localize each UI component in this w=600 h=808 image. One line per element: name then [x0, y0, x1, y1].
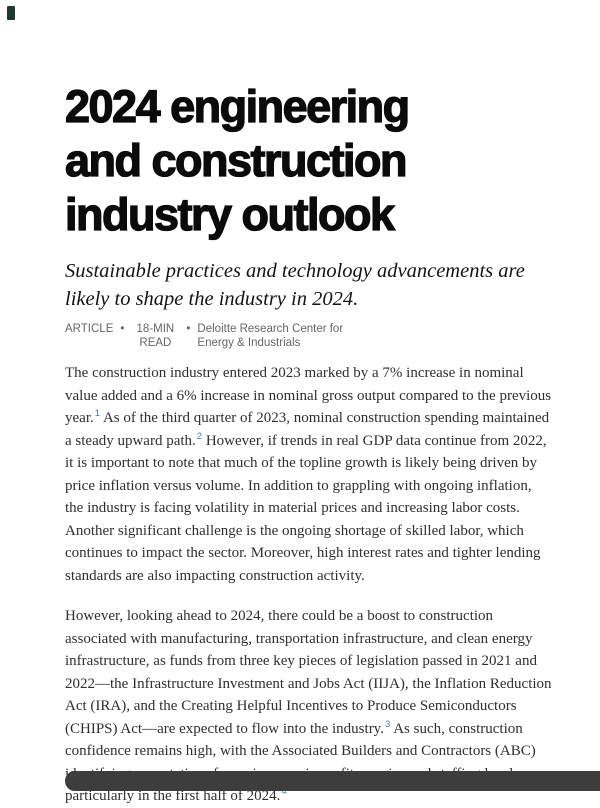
article-title: 2024 engineering and construction indust… [64, 80, 410, 240]
meta-separator-icon: • [120, 323, 125, 335]
meta-separator-icon: • [186, 323, 191, 335]
meta-read-time: 18-MIN READ [136, 323, 175, 349]
body-paragraph: The construction industry entered 2023 m… [65, 365, 552, 584]
article: 2024 engineering and construction indust… [64, 80, 552, 808]
meta-article-type: ARTICLE [65, 323, 114, 335]
footnote-link[interactable]: 1 [94, 408, 101, 419]
bottom-partial-element [65, 771, 600, 791]
meta-source: Deloitte Research Center for Energy & In… [197, 323, 344, 349]
partial-logo-mark [7, 6, 15, 20]
footnote-link[interactable]: 2 [196, 430, 203, 442]
article-body: The construction industry entered 2023 m… [65, 362, 552, 808]
footnote-link[interactable]: 3 [384, 718, 391, 730]
footnote-link[interactable]: 4 [281, 786, 287, 797]
article-meta: ARTICLE • 18-MIN READ • Deloitte Researc… [65, 322, 552, 350]
article-subtitle: Sustainable practices and technology adv… [65, 260, 525, 310]
